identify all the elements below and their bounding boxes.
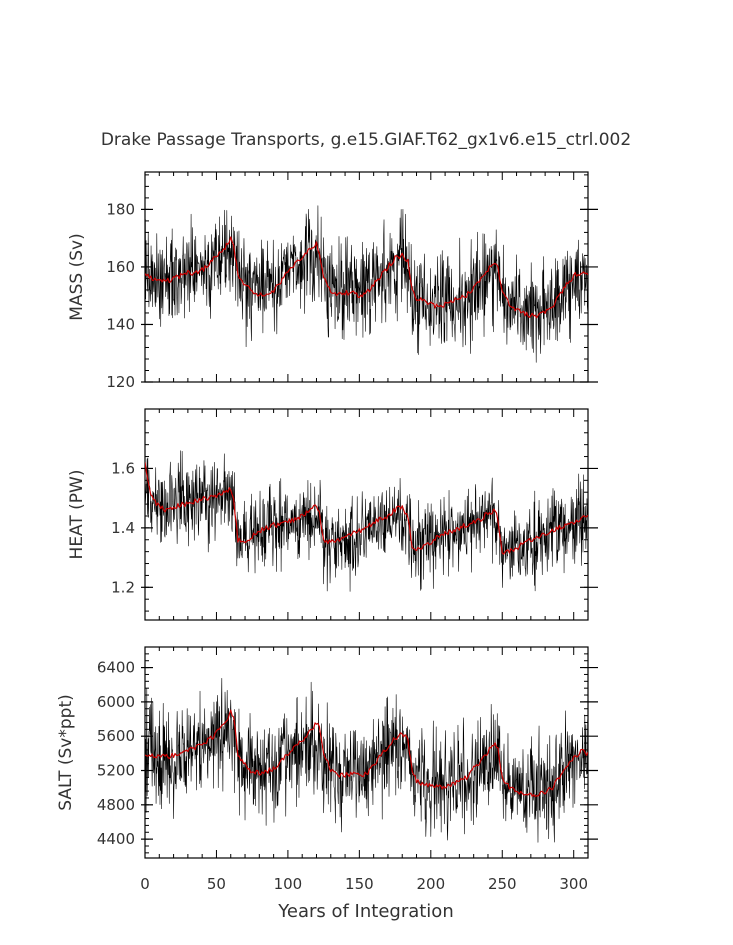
heat-y-tick-label: 1.6 [111,459,135,477]
x-tick-label: 100 [274,875,303,893]
x-tick-label: 300 [559,875,588,893]
salt-y-tick-label: 5600 [97,727,135,745]
x-tick-label: 50 [207,875,226,893]
mass-y-tick-label: 180 [106,200,135,218]
x-tick-label: 150 [345,875,374,893]
heat-series-annual [145,450,588,592]
salt-y-tick-label: 4400 [97,830,135,848]
heat-y-tick-label: 1.2 [111,578,135,596]
x-axis-label: Years of Integration [277,901,453,922]
figure-title: Drake Passage Transports, g.e15.GIAF.T62… [101,130,631,150]
heat-panel: 1.2 1.4 1.6 HEAT (PW) [67,408,598,621]
salt-y-axis-label: SALT (Sv*ppt) [56,694,76,811]
x-tick-label: 0 [140,875,150,893]
heat-series-smoothed [145,462,588,555]
heat-plot-frame [144,408,589,621]
salt-series-smoothed [145,709,588,798]
mass-y-tick-label: 140 [106,315,135,333]
mass-series-annual [145,205,588,363]
x-tick-label: 250 [488,875,517,893]
mass-y-axis-label: MASS (Sv) [67,233,87,320]
mass-series-smoothed [145,236,588,319]
salt-y-tick-label: 5200 [97,762,135,780]
mass-panel: 120 140 160 180 MASS (Sv) [67,171,598,391]
x-tick-label: 200 [416,875,445,893]
heat-y-tick-label: 1.4 [111,519,135,537]
mass-y-tick-label: 160 [106,258,135,276]
salt-panel: 4400 4800 5200 5600 6000 6400 SALT (Sv*ppt) [56,646,598,859]
salt-y-tick-label: 6000 [97,693,135,711]
x-tick-labels: 0 50 100 150 200 250 300 [140,875,588,893]
salt-y-tick-label: 6400 [97,659,135,677]
mass-y-tick-label: 120 [106,373,135,391]
salt-y-tick-label: 4800 [97,796,135,814]
heat-y-axis-label: HEAT (PW) [67,470,87,560]
salt-series-annual [145,678,588,843]
